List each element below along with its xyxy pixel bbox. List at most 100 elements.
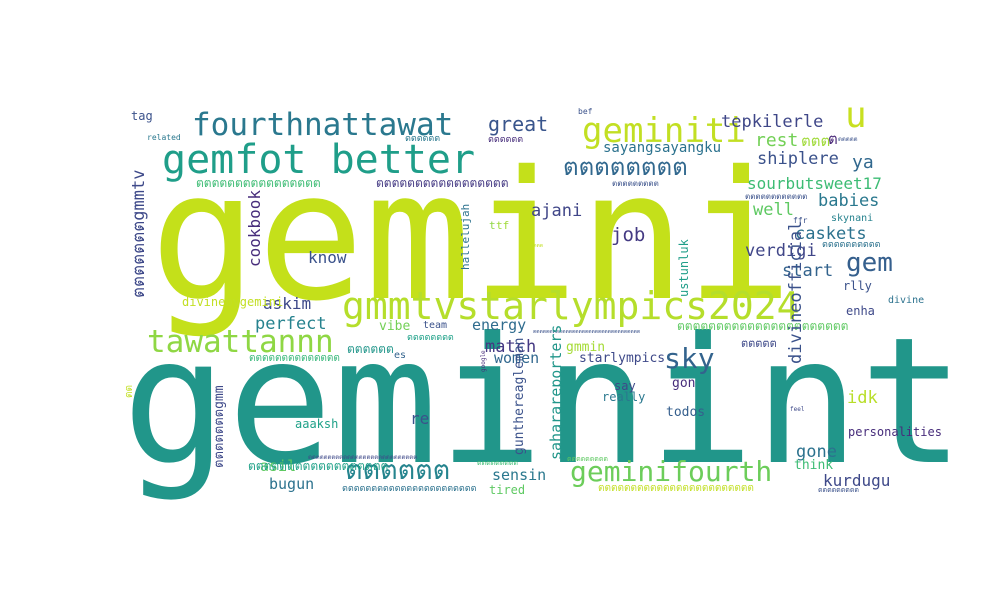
word-thai-row-p: ตตตตตตตตตตตตตตตตตตตตตตตตตตตตตตตตต [533, 329, 641, 335]
word-tepkilerle: tepkilerle [721, 112, 824, 132]
word-saharareporters: ตตตตตตตgmmtv [129, 169, 149, 298]
word-know: know [308, 248, 347, 267]
word-thai-row-c: ตตตตตตตตตตตตตตตตตตตตตต [677, 319, 849, 333]
word-well: well [753, 200, 794, 220]
word-thai-gmmtv: bef [578, 107, 593, 116]
word-babies: babies [818, 191, 880, 211]
word-really: todos [666, 405, 706, 420]
word-bugun: asil [260, 457, 297, 475]
word-thai-row-l: ตตตตตต [488, 135, 524, 145]
word-gon: say [614, 379, 636, 393]
word-thai-row-u: ตตตตตตตตตต [822, 240, 881, 250]
word-google: google [480, 350, 487, 372]
word-es: tired [489, 483, 526, 497]
word-ajani: ajani [531, 201, 583, 221]
word-thai-large-2: ตตตตตต [345, 455, 451, 486]
word-divineofficial: ustunluk [677, 239, 691, 297]
word-related: tag [131, 109, 153, 123]
word-caskets: caskets [795, 224, 867, 244]
word-aaaksh: personalities [848, 425, 942, 439]
word-verdigi: verdigi [745, 241, 817, 261]
word-tf: cookbook [245, 189, 264, 267]
word-perfect: perfect [255, 314, 327, 334]
word-thai-row-d: ตตตตตตตตตตตตตต [249, 353, 340, 364]
word-think: sensin [492, 466, 547, 484]
word-tawattannn: tawattannn [147, 324, 334, 360]
word-match: match [485, 337, 537, 357]
word-gmmin: gmmin [566, 340, 606, 355]
word-thai-row-a: ตตตตตตตตตตตตตตตต [196, 176, 321, 190]
word-thai-large-1: ตตตตตตตต [563, 153, 688, 181]
word-thai-row-f: ตตตตตตตต [407, 333, 454, 343]
word-shiplere: shiplere [757, 149, 839, 169]
word-thai-row-o: ตตตตตตตตตตตตตตตตตตตตตตต [342, 484, 477, 494]
word-fourthnattawat: fourthnattawat [192, 107, 454, 143]
word-hallelujah: gunthereagleman [512, 337, 527, 455]
word-thai-row-v: ตตตตตตตตต [818, 486, 859, 494]
word-thai-row-e: ตตตตตต [347, 342, 394, 356]
word-gone: idk [847, 388, 878, 408]
word-idk: divineofficial [786, 220, 806, 364]
word-skynani: enha [846, 304, 875, 318]
word-sensin: kurdugu [823, 471, 891, 490]
word-thai-row-q: ตตตตตตตตต [477, 459, 518, 467]
word-thai-row-j: ตตตตตตตตต [612, 179, 659, 188]
word-thai-row-n: ตตตตตต [405, 134, 441, 144]
word-asil: re [410, 409, 430, 428]
word-rlly: divinebygemini [182, 295, 284, 309]
word-gunthereagleman: ตตตตตตตgmm [212, 385, 227, 468]
word-vibe: vibe [379, 319, 411, 334]
word-ffr: tf [496, 219, 510, 232]
word-job: job [611, 224, 646, 246]
word-personalities: think [794, 458, 834, 473]
word-starlympics: starlympics [579, 351, 666, 366]
word-sky: sky [664, 342, 715, 375]
word-rest: rest [755, 130, 799, 151]
word-energy: energy [472, 316, 527, 334]
word-sayangsayangku: sayangsayangku [603, 140, 722, 156]
word-gemfot-better: gemfot better [162, 137, 476, 183]
word-tag: aaaksh [295, 417, 339, 431]
word-divine: team [423, 320, 448, 331]
word-tired: gon [672, 376, 696, 391]
word-thai-row-y: ตตตตตตตตตตตตตตตตตต [248, 459, 389, 473]
word-thai-tiny-1: ต [828, 130, 838, 148]
word-thai-vertical-1: ตต [124, 385, 135, 398]
word-thai-gmm: ffr [793, 216, 808, 225]
word-divinebygemini: related [147, 133, 181, 142]
word-great: great [488, 112, 549, 136]
word-geminiti: geminiti [582, 111, 746, 151]
word-kurdugu: bugun [269, 475, 315, 493]
word-u: u [845, 95, 867, 136]
word-ya: ya [852, 152, 874, 173]
word-t: divine [888, 295, 925, 306]
word-gem: gem [846, 248, 893, 278]
word-feel: hallelujah [459, 203, 472, 270]
word-thai-row-s: ตตตตต [838, 136, 858, 143]
word-thai-row-h: ตตตตตตตตตตตตตตตตตตตตตตตตตตตต [308, 454, 418, 461]
word-thai-row-t: ตตตต [530, 243, 543, 249]
word-thai-row-b: ตตตตตตตตตตตตตตตตต [376, 176, 509, 190]
word-thai-row-m: ตตตตต [741, 337, 777, 350]
word-gemini: gemini [150, 133, 793, 340]
word-thai-row-i: ตตตตตตตตต [567, 455, 608, 463]
word-askim: askim [263, 294, 312, 313]
word-geminifourth: geminifourth [570, 455, 773, 488]
word-women: women [494, 349, 540, 367]
word-gmmtvstarlympics2024: gmmtvstarlympics2024 [342, 284, 800, 328]
word-say: really [602, 390, 646, 404]
word-ustunluk: saharareporters [547, 324, 565, 460]
word-re: gone [796, 442, 837, 462]
word-thai-row-k: ตตตตตตตตตตตต [745, 192, 808, 201]
word-sourbutsweet17: sourbutsweet17 [747, 174, 882, 193]
word-team: es [394, 350, 407, 361]
word-thai-row-g: ตตตตตตตตตตตตตตตตตตตตตตตต [598, 483, 754, 494]
word-start: start [782, 261, 834, 281]
word-geminint: geminint [122, 301, 965, 504]
word-enha: rlly [843, 279, 872, 293]
word-cookbook: feel [790, 406, 805, 413]
word-todos: skynani [831, 213, 874, 224]
word-bef: t [489, 219, 496, 232]
word-thai-small-1: ตตต [801, 132, 831, 150]
